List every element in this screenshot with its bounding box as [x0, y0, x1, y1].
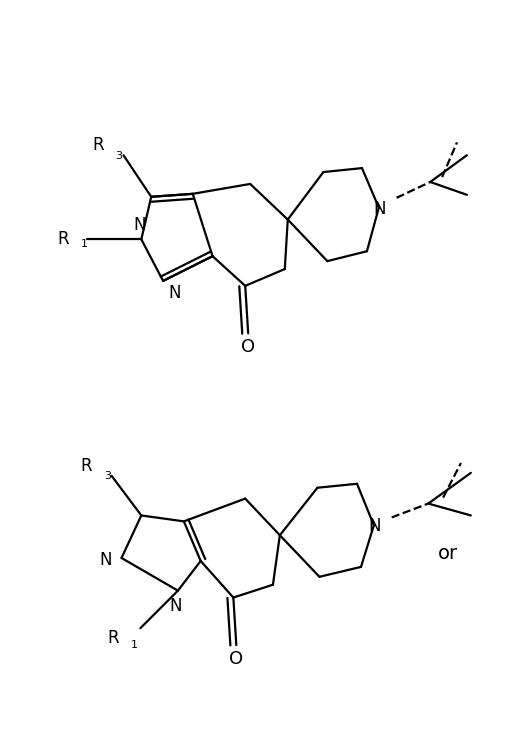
Text: N: N — [133, 217, 146, 234]
Text: O: O — [229, 650, 243, 668]
Text: N: N — [369, 517, 381, 535]
Text: R: R — [57, 230, 69, 248]
Text: R: R — [92, 137, 104, 154]
Text: N: N — [169, 284, 181, 302]
Text: R: R — [80, 457, 92, 475]
Text: N: N — [99, 551, 112, 569]
Text: 1: 1 — [130, 640, 137, 650]
Text: 3: 3 — [115, 151, 122, 161]
Text: N: N — [170, 598, 182, 615]
Text: R: R — [107, 629, 119, 647]
Text: N: N — [373, 200, 386, 218]
Text: O: O — [241, 338, 255, 356]
Text: 1: 1 — [81, 240, 88, 249]
Text: 3: 3 — [104, 471, 111, 481]
Text: or: or — [438, 544, 458, 562]
